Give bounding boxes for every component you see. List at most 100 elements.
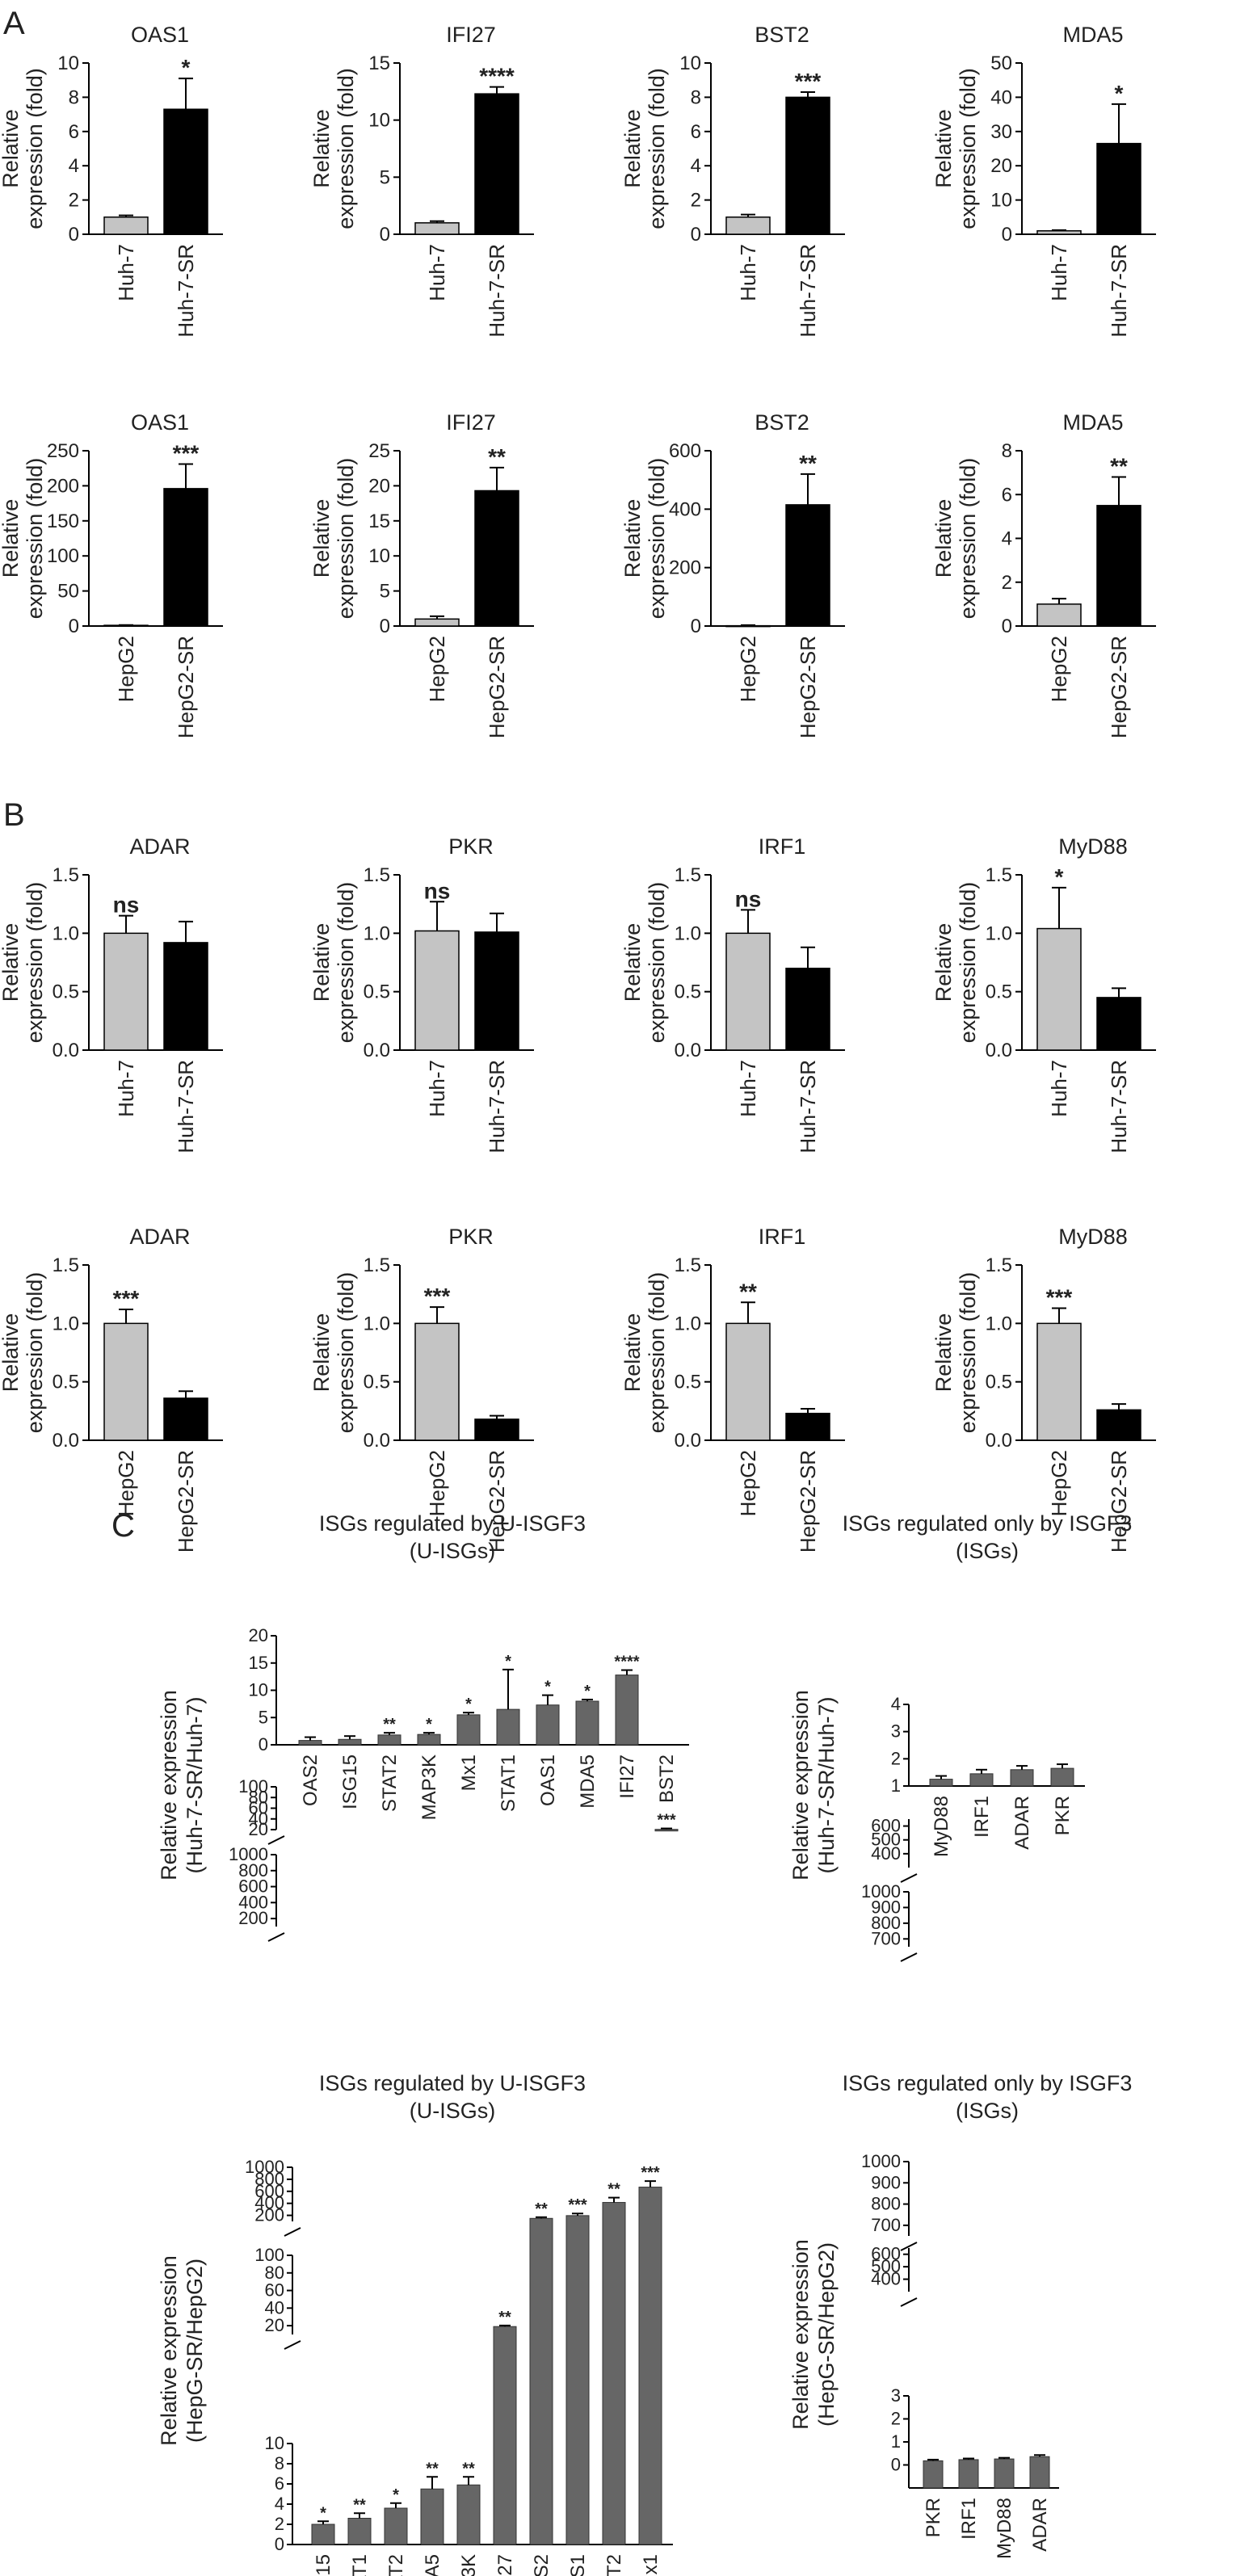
y-axis-label: (Huh-7-SR/Huh-7) — [814, 1696, 839, 1873]
x-category-label: Huh-7 — [736, 1060, 760, 1117]
x-category-label: Huh-7 — [425, 1060, 449, 1117]
axis-break-mark — [900, 2242, 918, 2251]
y-axis-label: expression (fold) — [23, 882, 47, 1044]
y-tick-label: 400 — [871, 1843, 901, 1864]
x-category-label: ISG15 — [313, 2554, 334, 2576]
chart-title: OAS1 — [131, 23, 189, 47]
y-tick-label: 0.0 — [675, 1040, 701, 1061]
bar-pkr — [1050, 1767, 1074, 1787]
small-chart-7: BST2 0 200 400 600 Relative expression (fold) H… — [620, 410, 845, 738]
y-axis-label: expression (fold) — [956, 458, 980, 620]
y-tick-label: 0 — [275, 2534, 284, 2554]
y-tick-label: 1.0 — [986, 922, 1012, 944]
x-category-label: BST2 — [656, 1754, 678, 1803]
y-tick-label: 8 — [1002, 440, 1012, 462]
y-tick-label: 40 — [265, 2297, 284, 2318]
y-tick-label: 0.5 — [675, 1372, 701, 1393]
x-category-label: ISG15 — [339, 1754, 361, 1809]
y-axis-label: expression (fold) — [23, 458, 47, 620]
chart-title: MDA5 — [1062, 23, 1123, 47]
y-tick-label: 1.0 — [364, 1313, 390, 1334]
bar-huh-7 — [1036, 230, 1082, 235]
bar-bst2 — [654, 1829, 679, 1832]
bar-huh-7-sr — [474, 93, 519, 235]
x-category-label: HepG2 — [736, 636, 760, 702]
y-tick-label: 8 — [691, 86, 701, 108]
y-tick-label: 600 — [669, 440, 701, 462]
bar-mda5 — [420, 2488, 444, 2545]
y-tick-label: 0.5 — [986, 981, 1012, 1003]
bar-stat1 — [496, 1708, 520, 1746]
y-tick-label: 0 — [69, 616, 79, 637]
bar-mx1 — [456, 1714, 481, 1746]
y-tick-label: 0.5 — [53, 981, 79, 1003]
x-category-label: HepG2 — [1047, 636, 1071, 702]
y-axis-label: Relative — [0, 923, 23, 1002]
y-tick-label: 0.0 — [53, 1040, 79, 1061]
significance-label: * — [182, 55, 191, 80]
y-tick-label: 900 — [871, 1897, 901, 1917]
bar-oas2 — [529, 2217, 553, 2545]
chart-title: ISGs regulated by U-ISGF3 — [319, 2071, 586, 2095]
y-tick-label: 0.0 — [364, 1040, 390, 1061]
y-axis-label: expression (fold) — [334, 882, 358, 1044]
y-tick-label: 0.5 — [986, 1372, 1012, 1393]
y-tick-label: 2 — [275, 2514, 284, 2534]
small-chart-6: IFI27 0 5 10 15 20 25 Relative expression (fold)… — [309, 410, 534, 738]
panel-label-c: C — [111, 1508, 135, 1544]
chart-title: PKR — [448, 834, 494, 859]
significance-label: *** — [173, 440, 200, 465]
y-axis-label: Relative — [309, 499, 334, 578]
y-axis-label: expression (fold) — [956, 882, 980, 1044]
y-tick-label: 0 — [1002, 616, 1012, 637]
y-tick-label: 50 — [990, 53, 1012, 74]
x-category-label: HepG2-SR — [174, 1450, 198, 1553]
significance-label: ** — [799, 451, 817, 476]
y-tick-label: 60 — [249, 1798, 268, 1818]
y-tick-label: 1 — [891, 2431, 901, 2452]
y-axis-label: expression (fold) — [334, 68, 358, 229]
ratio-chart-1: ISGs regulated by U-ISGF3 (U-ISGs) 0 5 10 15 2… — [157, 1511, 689, 1942]
y-tick-label: 100 — [238, 1776, 268, 1796]
bar-irf1 — [969, 1773, 994, 1787]
y-tick-label: 4 — [275, 2494, 284, 2514]
y-tick-label: 0 — [69, 224, 79, 246]
y-axis-label: expression (fold) — [645, 1272, 669, 1434]
panel-label-b: B — [3, 797, 25, 833]
x-category-label: Huh-7-SR — [796, 244, 820, 338]
y-tick-label: 700 — [871, 1928, 901, 1948]
y-tick-label: 800 — [254, 2169, 284, 2189]
significance-label: *** — [568, 2196, 587, 2214]
bar-ifi27 — [615, 1675, 639, 1746]
y-axis-label: Relative expression — [788, 2239, 813, 2430]
chart-subtitle: (ISGs) — [956, 2099, 1019, 2123]
y-axis-label: (HepG-SR/HepG2) — [183, 2259, 207, 2443]
axis-break-mark — [284, 2227, 301, 2237]
significance-label: ** — [498, 2309, 511, 2326]
chart-title: ISGs regulated by U-ISGF3 — [319, 1511, 586, 1536]
x-category-label: Huh-7-SR — [485, 244, 509, 338]
x-category-label: MAP3K — [458, 2554, 480, 2576]
x-category-label: Huh-7-SR — [1107, 244, 1131, 338]
y-tick-label: 2 — [691, 190, 701, 212]
bar-isg15 — [338, 1738, 362, 1746]
significance-label: ** — [535, 2200, 548, 2218]
y-axis-label: Relative — [0, 499, 23, 578]
x-category-label: HepG2-SR — [485, 1450, 509, 1553]
significance-label: *** — [657, 1812, 676, 1830]
chart-subtitle: (ISGs) — [956, 1539, 1019, 1563]
y-axis-label: expression (fold) — [334, 458, 358, 620]
y-tick-label: 800 — [238, 1860, 268, 1881]
y-tick-label: 1.5 — [364, 864, 390, 886]
y-tick-label: 100 — [254, 2245, 284, 2265]
bar-hepg2 — [1036, 603, 1082, 627]
bar-huh-7-sr — [785, 96, 830, 235]
small-chart-12: MyD88 0.0 0.5 1.0 1.5 Relative expression (fol… — [931, 834, 1156, 1154]
x-category-label: HepG2-SR — [796, 636, 820, 738]
y-tick-label: 10 — [265, 2433, 284, 2453]
x-category-label: Huh-7-SR — [174, 1060, 198, 1154]
bar-adar — [1029, 2456, 1050, 2489]
y-tick-label: 1000 — [229, 1844, 268, 1864]
y-tick-label: 80 — [265, 2263, 284, 2283]
x-category-label: IRF1 — [971, 1796, 993, 1838]
